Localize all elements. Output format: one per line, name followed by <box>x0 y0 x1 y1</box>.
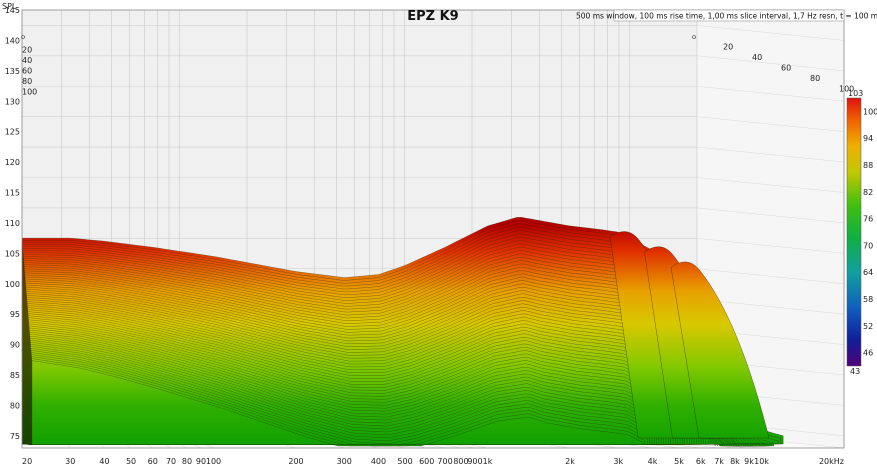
y-tick-label: 105 <box>5 249 20 258</box>
y-tick-label: 130 <box>5 97 20 106</box>
colorbar-tick: 52 <box>863 322 873 331</box>
x-tick-label: 700 <box>437 457 452 466</box>
x-tick-label: 50 <box>126 457 136 466</box>
y-axis-label: SPL <box>2 2 17 11</box>
colorbar-tick: 76 <box>863 215 873 224</box>
grid-side <box>696 146 844 163</box>
time-tick-left: 100 <box>22 88 37 97</box>
time-tick-right: 60 <box>781 64 791 73</box>
y-tick-label: 120 <box>5 158 20 167</box>
y-tick-label: 135 <box>5 67 20 76</box>
colorbar-tick: 58 <box>863 295 873 304</box>
x-tick-label: 7k <box>714 457 724 466</box>
y-tick-label: 90 <box>10 341 20 350</box>
x-tick-label: 200 <box>288 457 303 466</box>
x-tick-label: 90 <box>196 457 206 466</box>
colorbar-tick: 82 <box>863 188 873 197</box>
y-tick-label: 85 <box>10 371 20 380</box>
colorbar-max-label: 103 <box>848 89 863 98</box>
x-tick-label: 100 <box>206 457 221 466</box>
x-tick-label: 800 <box>453 457 468 466</box>
x-axis-ticks: 20 30 40 50 60 70 80 90 100 200 300 400 500 600 700 800… <box>22 457 844 466</box>
settings-box <box>613 9 845 22</box>
x-tick-label: 2k <box>565 457 575 466</box>
time-axis-origin-left <box>21 35 25 39</box>
x-tick-label: 20 <box>22 457 32 466</box>
grid-side <box>696 55 844 72</box>
time-tick-right: 20 <box>723 43 733 52</box>
plot-border <box>21 9 845 449</box>
grid-side <box>696 207 844 224</box>
surface-slice <box>31 360 643 447</box>
x-tick-label: 900 <box>467 457 482 466</box>
y-tick-label: 140 <box>5 36 20 45</box>
y-tick-label: 125 <box>5 128 20 137</box>
time-tick-right: 100 <box>839 85 854 94</box>
colorbar-tick: 64 <box>863 268 873 277</box>
settings-text: 500 ms window, 100 ms rise time, 1,00 ms… <box>576 12 877 21</box>
colorbar-tick: 46 <box>863 349 873 358</box>
x-tick-label: 300 <box>337 457 352 466</box>
time-tick-right: 40 <box>752 53 762 62</box>
x-tick-label: 4k <box>648 457 658 466</box>
x-tick-label: 70 <box>166 457 176 466</box>
x-tick-label: 8k <box>730 457 740 466</box>
x-tick-label: 60 <box>148 457 158 466</box>
y-tick-label: 80 <box>10 401 20 410</box>
y-tick-label: 110 <box>5 219 20 228</box>
colorbar-strip <box>846 97 862 367</box>
plot-frame <box>21 9 845 449</box>
x-tick-label: 5k <box>674 457 684 466</box>
time-tick-right: 80 <box>810 74 820 83</box>
colorbar-tick: 100 <box>863 107 877 116</box>
grid-side <box>696 25 844 41</box>
resonance-ridge <box>670 261 770 439</box>
x-tick-label: 30 <box>65 457 75 466</box>
x-tick-label: 40 <box>99 457 109 466</box>
grid-side <box>696 298 844 315</box>
colorbar-tick: 88 <box>863 161 873 170</box>
colorbar-tick: 70 <box>863 241 873 250</box>
time-axis-origin-right <box>692 35 696 39</box>
y-tick-label: 145 <box>5 6 20 15</box>
time-tick-left: 80 <box>22 77 32 86</box>
x-tick-label: 600 <box>419 457 434 466</box>
y-axis-ticks: 75 80 85 90 95 100 105 110 115 120 125 130 135 140 145 <box>5 6 20 441</box>
y-tick-label: 75 <box>10 432 20 441</box>
grid-side <box>696 268 844 284</box>
chart-title: EPZ K9 <box>407 9 458 24</box>
colorbar-min-label: 43 <box>850 367 860 376</box>
x-tick-label: 20kHz <box>819 457 844 466</box>
time-tick-left: 40 <box>22 56 32 65</box>
time-tick-left: 60 <box>22 67 32 76</box>
x-tick-label: 80 <box>182 457 192 466</box>
colorbar-tick: 94 <box>863 134 873 143</box>
waterfall-surface <box>22 217 784 447</box>
grid-side <box>696 177 844 193</box>
y-tick-label: 115 <box>5 189 20 198</box>
time-tick-left: 20 <box>22 46 32 55</box>
grid-side <box>841 10 844 11</box>
x-tick-label: 3k <box>613 457 623 466</box>
x-tick-label: 9k <box>744 457 754 466</box>
x-tick-label: 6k <box>696 457 706 466</box>
x-tick-label: 10k <box>754 457 769 466</box>
y-tick-label: 100 <box>5 280 20 289</box>
grid-side <box>696 238 844 254</box>
x-tick-label: 1k <box>483 457 493 466</box>
grid-side <box>696 116 844 132</box>
x-tick-label: 500 <box>397 457 412 466</box>
grid-side <box>696 86 844 102</box>
y-tick-label: 95 <box>10 310 20 319</box>
x-tick-label: 400 <box>371 457 386 466</box>
